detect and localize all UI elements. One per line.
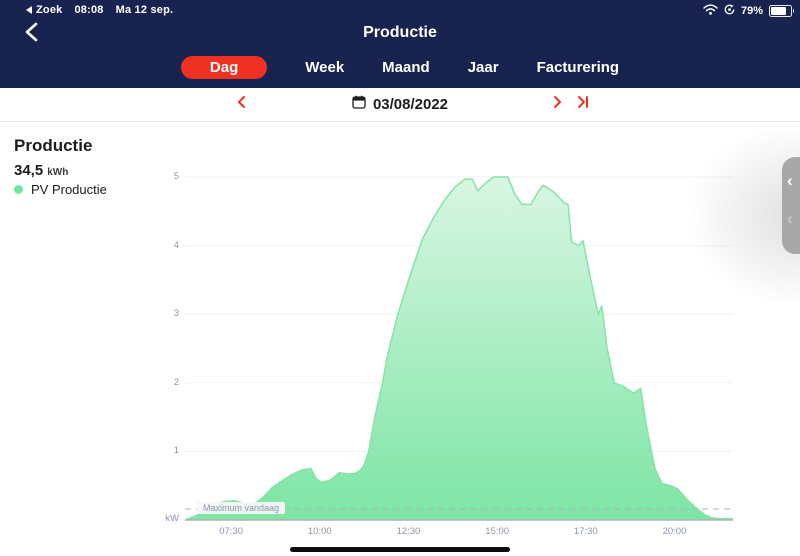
tab-dag[interactable]: Dag <box>180 56 268 79</box>
date-display[interactable]: 03/08/2022 <box>0 88 800 120</box>
y-axis-tick-label: 2 <box>173 376 179 388</box>
chart-title: Productie <box>14 136 93 155</box>
legend-dot-icon <box>14 185 23 194</box>
total-production: 34,5 kWh <box>14 162 68 179</box>
status-bar-left: Zoek 08:08 Ma 12 sep. <box>26 4 173 16</box>
back-to-app-label: Zoek <box>36 4 63 16</box>
y-axis-tick-label: 5 <box>173 171 179 182</box>
nav-back-button[interactable] <box>22 21 44 43</box>
x-axis-tick-label: 15:00 <box>485 526 510 537</box>
x-axis-tick-label: 12:30 <box>396 526 421 537</box>
orientation-lock-icon <box>724 4 735 18</box>
tab-week[interactable]: Week <box>305 59 345 76</box>
tab-maand[interactable]: Maand <box>382 59 430 76</box>
back-to-app-indicator[interactable]: Zoek <box>26 4 62 16</box>
top-bar: Zoek 08:08 Ma 12 sep. 79% <box>0 0 800 88</box>
calendar-icon <box>352 95 366 113</box>
home-indicator[interactable] <box>290 547 510 552</box>
legend-label: PV Productie <box>31 182 107 197</box>
previous-day-button[interactable] <box>234 94 254 114</box>
jump-to-today-button[interactable] <box>574 94 594 114</box>
y-axis-tick-label: 3 <box>173 308 179 320</box>
tab-jaar[interactable]: Jaar <box>467 59 499 76</box>
battery-icon <box>769 5 794 17</box>
tab-bar: Dag Week Maand Jaar Facturering <box>0 56 800 79</box>
battery-percent: 79% <box>740 5 763 17</box>
back-to-app-icon <box>26 6 32 14</box>
x-axis-tick-label: 10:00 <box>307 526 332 537</box>
total-production-value: 34,5 <box>14 162 44 179</box>
tab-facturering[interactable]: Facturering <box>536 59 620 76</box>
next-day-button[interactable] <box>549 94 569 114</box>
side-panel-handle[interactable]: ‹ ‹ <box>782 157 800 254</box>
x-axis-tick-label: 20:00 <box>662 526 687 537</box>
wifi-icon <box>703 4 718 18</box>
chevron-left-icon: ‹ <box>787 209 793 228</box>
y-axis-unit-label: kW <box>165 513 179 524</box>
x-axis-tick-label: 17:30 <box>573 526 598 537</box>
page-title: Productie <box>363 24 437 41</box>
y-axis-tick-label: 4 <box>173 239 179 251</box>
chevron-left-icon: ‹ <box>787 171 793 190</box>
status-bar-right: 79% <box>703 4 794 18</box>
date-value: 03/08/2022 <box>372 95 449 113</box>
date-selector-bar: 03/08/2022 <box>0 88 800 122</box>
pv-production-area-chart <box>185 176 733 521</box>
maximum-today-label: Maximum vandaag <box>197 502 286 515</box>
status-date: Ma 12 sep. <box>115 4 174 16</box>
total-production-unit: kWh <box>47 167 69 178</box>
status-time: 08:08 <box>74 4 104 16</box>
x-axis-tick-label: 07:30 <box>219 526 243 537</box>
legend-item-pv-productie: PV Productie <box>14 182 107 197</box>
pv-area-fill <box>185 177 733 520</box>
pv-area-outline <box>185 176 733 521</box>
y-axis-tick-label: 1 <box>173 445 179 457</box>
